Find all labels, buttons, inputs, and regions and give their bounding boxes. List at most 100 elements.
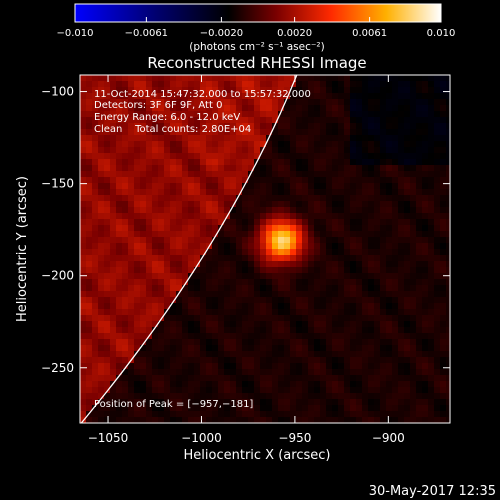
heatmap-pixel [272,255,278,261]
heatmap-pixel [236,195,242,201]
heatmap-pixel [440,231,446,237]
heatmap-pixel [308,135,314,141]
heatmap-pixel [212,279,218,285]
heatmap-pixel [110,351,116,357]
heatmap-pixel [206,237,212,243]
heatmap-pixel [386,345,392,351]
heatmap-pixel [170,81,176,87]
heatmap-pixel [362,315,368,321]
heatmap-pixel [284,315,290,321]
heatmap-pixel [170,165,176,171]
heatmap-pixel [212,171,218,177]
heatmap-pixel [80,291,86,297]
heatmap-pixel [398,237,404,243]
heatmap-pixel [194,405,200,411]
heatmap-pixel [302,213,308,219]
heatmap-pixel [146,105,152,111]
heatmap-pixel [236,255,242,261]
heatmap-pixel [92,339,98,345]
heatmap-pixel [146,291,152,297]
heatmap-pixel [230,171,236,177]
heatmap-pixel [344,237,350,243]
heatmap-pixel [290,297,296,303]
heatmap-pixel [80,243,86,249]
heatmap-pixel [440,327,446,333]
heatmap-pixel [182,195,188,201]
heatmap-pixel [236,399,242,405]
heatmap-pixel [200,81,206,87]
heatmap-pixel [278,81,284,87]
heatmap-pixel [146,123,152,129]
heatmap-pixel [398,249,404,255]
heatmap-pixel [236,177,242,183]
heatmap-pixel [320,369,326,375]
heatmap-pixel [320,285,326,291]
heatmap-pixel [116,171,122,177]
heatmap-pixel [98,231,104,237]
heatmap-pixel [290,381,296,387]
heatmap-pixel [404,405,410,411]
heatmap-pixel [152,117,158,123]
heatmap-pixel [392,315,398,321]
heatmap-pixel [164,399,170,405]
heatmap-pixel [80,369,86,375]
heatmap-pixel [272,333,278,339]
heatmap-pixel [350,243,356,249]
heatmap-pixel [422,153,428,159]
heatmap-pixel [248,255,254,261]
heatmap-pixel [440,177,446,183]
heatmap-pixel [134,219,140,225]
heatmap-pixel [164,99,170,105]
heatmap-pixel [356,153,362,159]
heatmap-pixel [380,417,386,423]
heatmap-pixel [362,177,368,183]
heatmap-pixel [230,261,236,267]
heatmap-pixel [446,399,450,405]
heatmap-pixel [206,315,212,321]
heatmap-pixel [308,303,314,309]
heatmap-pixel [434,327,440,333]
heatmap-pixel [428,285,434,291]
heatmap-pixel [380,243,386,249]
heatmap-pixel [122,189,128,195]
heatmap-pixel [176,381,182,387]
heatmap-pixel [386,75,392,81]
heatmap-pixel [230,213,236,219]
heatmap-pixel [164,111,170,117]
heatmap-pixel [110,195,116,201]
heatmap-pixel [278,357,284,363]
heatmap-pixel [386,219,392,225]
heatmap-pixel [164,261,170,267]
heatmap-pixel [386,369,392,375]
heatmap-pixel [272,411,278,417]
x-tick-label: −1050 [88,431,129,445]
heatmap-pixel [266,375,272,381]
y-tick-label: −150 [41,177,74,191]
heatmap-pixel [272,405,278,411]
heatmap-pixel [374,417,380,423]
heatmap-pixel [206,363,212,369]
heatmap-pixel [284,135,290,141]
heatmap-pixel [230,189,236,195]
heatmap-pixel [152,417,158,423]
heatmap-pixel [158,417,164,423]
heatmap-pixel [332,201,338,207]
heatmap-pixel [260,405,266,411]
heatmap-pixel [380,153,386,159]
heatmap-pixel [380,405,386,411]
heatmap-pixel [296,219,302,225]
heatmap-pixel [116,351,122,357]
heatmap-pixel [206,249,212,255]
heatmap-pixel [296,225,302,231]
heatmap-pixel [236,87,242,93]
heatmap-pixel [242,381,248,387]
heatmap-pixel [302,297,308,303]
heatmap-pixel [92,375,98,381]
heatmap-pixel [218,219,224,225]
heatmap-pixel [194,291,200,297]
heatmap-pixel [422,381,428,387]
heatmap-pixel [410,213,416,219]
heatmap-pixel [146,75,152,81]
heatmap-pixel [104,159,110,165]
heatmap-pixel [314,357,320,363]
